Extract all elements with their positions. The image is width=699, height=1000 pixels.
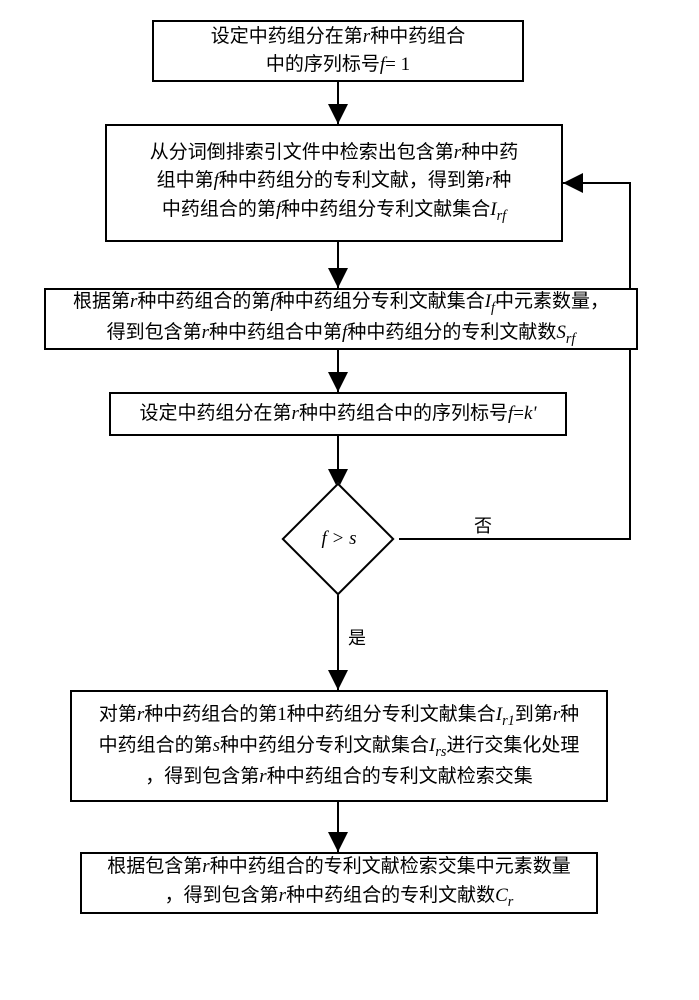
n4-line1: 设定中药组分在第r种中药组合中的序列标号f=k' — [140, 403, 537, 424]
n6-line1: 根据包含第r种中药组合的专利文献检索交集中元素数量 — [107, 856, 570, 877]
n6-line2: ，得到包含第r种中药组合的专利文献数Cr — [165, 885, 514, 906]
decision-label: f > s — [314, 528, 364, 550]
edge-label-yes: 是 — [348, 624, 366, 650]
step-set-f-1: 设定中药组分在第r种中药组合 中的序列标号f= 1 — [152, 20, 524, 82]
step-intersection: 对第r种中药组合的第1种中药组分专利文献集合Ir1到第r种 中药组合的第s种中药… — [70, 690, 608, 802]
n3-line1: 根据第r种中药组合的第f种中药组分专利文献集合If中元素数量， — [73, 291, 609, 312]
edge-label-no: 否 — [474, 512, 492, 538]
n1-line2: 中的序列标号f= 1 — [266, 54, 410, 75]
n2-line3: 中药组合的第f种中药组分专利文献集合Irf — [162, 199, 506, 220]
n5-line1: 对第r种中药组合的第1种中药组分专利文献集合Ir1到第r种 — [99, 704, 579, 725]
n3-line2: 得到包含第r种中药组合中第f种中药组分的专利文献数Srf — [107, 322, 576, 343]
step-set-f-kprime: 设定中药组分在第r种中药组合中的序列标号f=k' — [109, 392, 567, 436]
flowchart-container: 设定中药组分在第r种中药组合 中的序列标号f= 1 从分词倒排索引文件中检索出包… — [0, 0, 699, 1000]
n2-line1: 从分词倒排索引文件中检索出包含第r种中药 — [150, 142, 518, 163]
n5-line3: ，得到包含第r种中药组合的专利文献检索交集 — [145, 766, 532, 787]
n5-line2: 中药组合的第s种中药组分专利文献集合Irs进行交集化处理 — [99, 735, 580, 756]
step-count-srf: 根据第r种中药组合的第f种中药组分专利文献集合If中元素数量， 得到包含第r种中… — [44, 288, 638, 350]
n2-line2: 组中第f种中药组分的专利文献，得到第r种 — [157, 170, 512, 191]
step-result-cr: 根据包含第r种中药组合的专利文献检索交集中元素数量 ，得到包含第r种中药组合的专… — [80, 852, 598, 914]
n1-line1: 设定中药组分在第r种中药组合 — [211, 26, 465, 47]
step-retrieve-patents: 从分词倒排索引文件中检索出包含第r种中药 组中第f种中药组分的专利文献，得到第r… — [105, 124, 563, 242]
